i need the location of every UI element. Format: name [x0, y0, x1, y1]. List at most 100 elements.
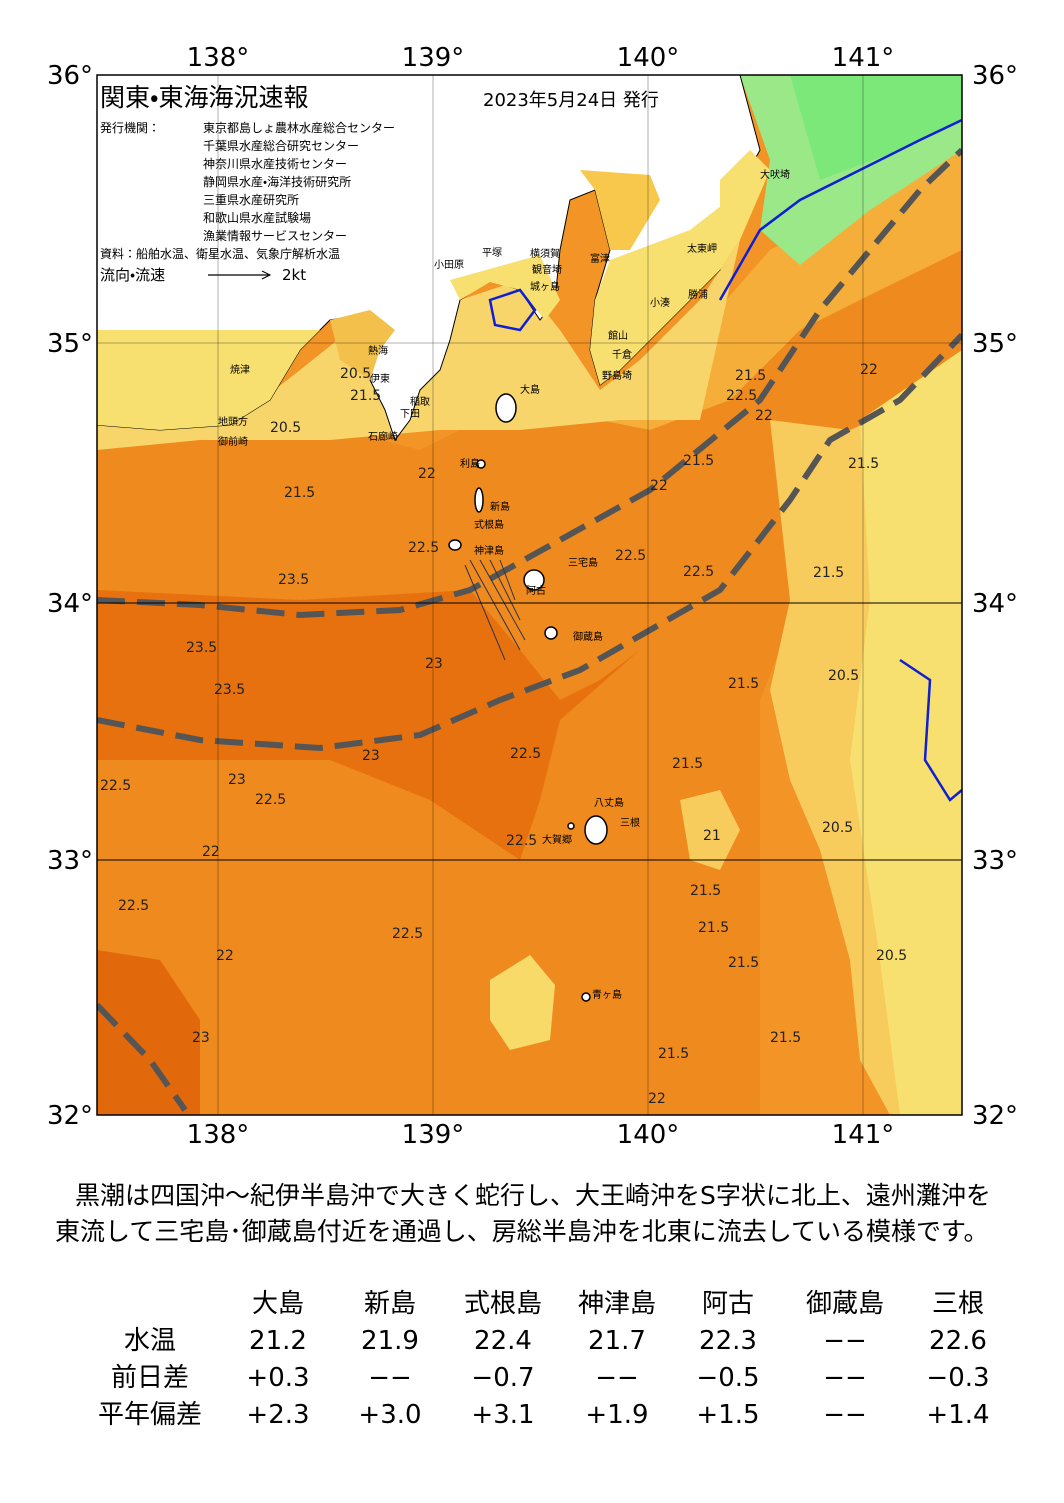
isotherm-label: 20.5	[828, 668, 859, 684]
lat-label: 34°	[47, 589, 93, 619]
row-label: 水温	[124, 1326, 176, 1356]
place: 新島	[490, 500, 510, 513]
legend-label: 流向・流速	[100, 266, 165, 284]
place: 阿古	[526, 584, 546, 597]
cell: +1.9	[585, 1400, 648, 1430]
lat-label: 33°	[47, 846, 93, 876]
lat-label: 32°	[47, 1101, 93, 1131]
place: 観音埼	[532, 263, 562, 276]
lat-label: 36°	[47, 61, 93, 91]
isotherm-label: 22.5	[118, 898, 149, 914]
place: 下田	[400, 409, 420, 420]
isotherm-label: 22.5	[255, 792, 286, 808]
legend-arrow-head	[261, 270, 272, 280]
cell: −−	[823, 1363, 867, 1393]
isotherm-label: 22	[216, 948, 234, 964]
isotherm-label: 23	[192, 1030, 210, 1046]
place: 御蔵島	[573, 630, 603, 643]
isotherm-label: 21.5	[284, 485, 315, 501]
place: 御前崎	[218, 435, 248, 448]
place: 地頭方	[218, 415, 248, 428]
cell: −0.3	[926, 1363, 989, 1393]
issuer: 和歌山県水産試験場	[203, 210, 311, 225]
isotherm-label: 20.5	[270, 420, 301, 436]
cell: +2.3	[246, 1400, 309, 1430]
lon-label: 140°	[617, 43, 680, 73]
place: 稲取	[410, 396, 430, 408]
isotherm-label: 22.5	[510, 746, 541, 762]
issuer: 三重県水産研究所	[203, 193, 299, 207]
issuer: 静岡県水産・海洋技術研究所	[203, 174, 351, 189]
place: 石廊崎	[368, 430, 398, 443]
column-header: 阿古	[702, 1289, 754, 1319]
lat-label: 36°	[972, 61, 1018, 91]
isotherm-label: 21.5	[735, 368, 766, 384]
place-names: 大吠埼 太東岬 勝浦 小湊 館山 千倉 野島埼 富津 観音埼 横須賀 城ヶ島 平…	[218, 168, 790, 1001]
lon-label: 138°	[187, 1120, 250, 1150]
isotherm-label: 22	[860, 362, 878, 378]
isotherm-label: 21.5	[683, 453, 714, 469]
isotherm-label: 22.5	[615, 548, 646, 564]
place: 大賀郷	[542, 833, 572, 846]
isotherm-labels: 20.5 21.5 20.5 22 21.5 22.5 23.5 22.5 22…	[100, 362, 907, 1107]
isotherm-label: 21.5	[770, 1030, 801, 1046]
header: 関東・東海海況速報 2023年5月24日 発行 発行機関： 東京都島しょ農林水産…	[100, 83, 659, 284]
lon-label: 141°	[832, 1120, 895, 1150]
place: 太東岬	[687, 242, 717, 255]
cell: +3.0	[358, 1400, 421, 1430]
isotherm-label: 21.5	[350, 388, 381, 404]
place: 三宅島	[568, 556, 598, 569]
isotherm-label: 23.5	[214, 682, 245, 698]
column-header: 大島	[252, 1289, 304, 1319]
cell: −0.5	[696, 1363, 759, 1393]
sea-temperature	[97, 75, 962, 1115]
issuer-label: 発行機関：	[100, 121, 160, 135]
place: 平塚	[482, 247, 502, 259]
row-label: 平年偏差	[98, 1400, 202, 1430]
place: 伊東	[370, 372, 390, 385]
column-header: 神津島	[578, 1289, 656, 1319]
cell: −−	[595, 1363, 639, 1393]
isotherm-label: 22.5	[392, 926, 423, 942]
place: 城ヶ島	[530, 280, 560, 293]
column-header: 式根島	[464, 1289, 542, 1319]
place: 青ヶ島	[592, 988, 622, 1001]
lat-label: 32°	[972, 1101, 1018, 1131]
cell: +0.3	[246, 1363, 309, 1393]
lat-label: 35°	[972, 329, 1018, 359]
cell: 21.2	[249, 1326, 307, 1356]
isotherm-label: 22	[755, 408, 773, 424]
lat-label: 34°	[972, 589, 1018, 619]
lon-label: 139°	[402, 43, 465, 73]
cell: 21.7	[588, 1326, 646, 1356]
isotherm-label: 23	[228, 772, 246, 788]
column-header: 新島	[364, 1289, 416, 1319]
cell: 22.6	[929, 1326, 987, 1356]
place: 三根	[620, 816, 640, 829]
cell: −−	[368, 1363, 412, 1393]
source: 資料：船舶水温、衛星水温、気象庁解析水温	[100, 246, 340, 261]
graticule	[97, 75, 962, 1115]
place: 千倉	[612, 349, 632, 361]
lat-label: 35°	[47, 329, 93, 359]
isotherm-label: 20.5	[822, 820, 853, 836]
isotherm-label: 23.5	[186, 640, 217, 656]
isotherm-label: 21.5	[698, 920, 729, 936]
isotherm-label: 22.5	[100, 778, 131, 794]
title: 関東・東海海況速報	[100, 83, 309, 112]
cell: −−	[823, 1326, 867, 1356]
isotherm-label: 22.5	[506, 833, 537, 849]
issuer: 漁業情報サービスセンター	[203, 229, 347, 243]
date: 2023年5月24日 発行	[483, 90, 659, 111]
place: 大吠埼	[760, 168, 790, 181]
isotherm-label: 23	[425, 656, 443, 672]
cell: +1.5	[696, 1400, 759, 1430]
isotherm-label: 22	[648, 1091, 666, 1107]
lon-label: 140°	[617, 1120, 680, 1150]
cell: 21.9	[361, 1326, 419, 1356]
isotherm-label: 21.5	[813, 565, 844, 581]
lat-label: 33°	[972, 846, 1018, 876]
isotherm-label: 22	[418, 466, 436, 482]
cell: +1.4	[926, 1400, 989, 1430]
